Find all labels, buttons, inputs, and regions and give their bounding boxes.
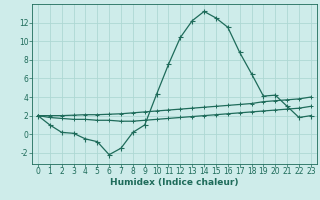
X-axis label: Humidex (Indice chaleur): Humidex (Indice chaleur) [110,178,239,187]
